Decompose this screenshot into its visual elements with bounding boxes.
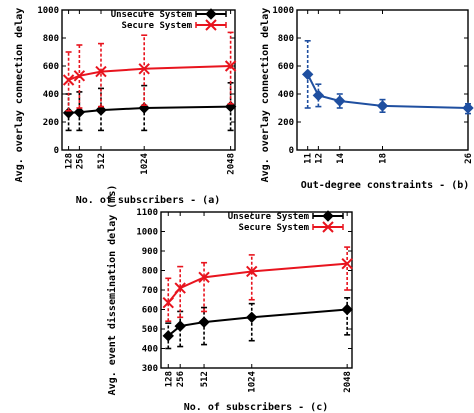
y-tick-label: 900 bbox=[142, 247, 158, 257]
data-point bbox=[462, 102, 474, 114]
x-tick-label: 128 bbox=[164, 371, 174, 387]
x-tick-label: 512 bbox=[97, 153, 107, 169]
legend-label: Secure System bbox=[239, 223, 310, 233]
x-tick-label: 256 bbox=[75, 153, 85, 169]
y-tick-label: 1000 bbox=[136, 228, 158, 238]
y-axis-label: Avg. event dissemination delay (ms) bbox=[106, 185, 118, 396]
x-tick-label: 2048 bbox=[227, 153, 237, 175]
y-tick-label: 1000 bbox=[37, 6, 59, 16]
data-point bbox=[95, 104, 107, 116]
series-line bbox=[68, 105, 231, 114]
data-point bbox=[95, 65, 107, 78]
data-point bbox=[162, 296, 174, 309]
legend-label: Unsecure System bbox=[111, 10, 193, 20]
x-tick-label: 512 bbox=[200, 371, 210, 387]
data-point bbox=[376, 100, 389, 112]
series-0 bbox=[301, 39, 474, 115]
x-tick-label: 11 bbox=[304, 153, 314, 164]
y-tick-label: 400 bbox=[142, 345, 158, 355]
y-tick-label: 1100 bbox=[136, 208, 158, 218]
legend-label: Unsecure System bbox=[228, 212, 310, 222]
series-0 bbox=[62, 82, 237, 132]
data-point bbox=[334, 95, 346, 107]
data-point bbox=[73, 106, 86, 118]
x-tick-label: 26 bbox=[464, 153, 474, 164]
x-axis-label: No. of subscribers - (c) bbox=[184, 401, 329, 413]
data-point bbox=[73, 70, 86, 82]
chart-panel-b: 0 200 400 600 800 1000 11 12 14 18 26 Out-degree co… bbox=[259, 0, 474, 191]
y-tick-label: 600 bbox=[278, 62, 294, 72]
series-1 bbox=[162, 246, 353, 323]
data-point bbox=[198, 271, 210, 284]
data-point bbox=[341, 303, 353, 316]
data-point bbox=[174, 282, 186, 294]
y-tick-label: 200 bbox=[43, 118, 59, 128]
chart-panel-a: 0 200 400 600 800 1000 128 256 512 1024 2048 No. of… bbox=[13, 0, 237, 206]
y-tick-label: 500 bbox=[142, 325, 158, 335]
y-tick-label: 700 bbox=[142, 286, 158, 296]
data-point bbox=[198, 316, 210, 328]
data-point bbox=[162, 330, 174, 342]
x-tick-label: 2048 bbox=[343, 371, 353, 393]
series-0 bbox=[162, 296, 353, 350]
x-tick-label: 1024 bbox=[140, 152, 150, 174]
y-tick-label: 0 bbox=[54, 146, 59, 156]
y-tick-label: 300 bbox=[142, 364, 158, 374]
x-axis-label: Out-degree constraints - (b) bbox=[301, 179, 470, 191]
legend-marker bbox=[322, 210, 334, 222]
y-axis-label: Avg. overlay connection delay (ms) bbox=[13, 0, 25, 182]
plot-frame bbox=[296, 9, 469, 151]
data-point bbox=[246, 265, 258, 278]
x-tick-label: 128 bbox=[65, 153, 75, 169]
x-tick-label: 18 bbox=[379, 153, 389, 164]
x-tick-label: 1024 bbox=[248, 370, 258, 392]
data-point bbox=[246, 311, 258, 324]
legend-marker bbox=[205, 8, 217, 20]
data-point bbox=[312, 89, 325, 102]
y-tick-label: 800 bbox=[43, 34, 59, 44]
y-tick-label: 600 bbox=[43, 62, 59, 72]
x-tick-label: 256 bbox=[176, 371, 186, 387]
y-tick-label: 800 bbox=[142, 267, 158, 277]
legend-marker bbox=[205, 19, 217, 31]
y-tick-label: 200 bbox=[278, 118, 294, 128]
data-point bbox=[62, 74, 75, 86]
x-tick-label: 12 bbox=[314, 153, 324, 164]
y-tick-label: 400 bbox=[278, 90, 294, 100]
y-tick-label: 1000 bbox=[272, 6, 294, 16]
legend-marker bbox=[322, 221, 334, 233]
data-point bbox=[301, 68, 314, 81]
data-point bbox=[341, 257, 353, 270]
legend-label: Secure System bbox=[122, 21, 193, 31]
y-tick-label: 800 bbox=[278, 34, 294, 44]
data-point bbox=[174, 320, 186, 332]
plot-frame bbox=[61, 9, 236, 151]
series-line bbox=[306, 73, 469, 109]
x-axis-label: No. of subscribers - (a) bbox=[76, 194, 221, 206]
x-tick-label: 14 bbox=[336, 152, 346, 163]
y-tick-label: 600 bbox=[142, 306, 158, 316]
data-point bbox=[224, 60, 237, 72]
y-tick-label: 0 bbox=[289, 146, 294, 156]
series-line bbox=[167, 262, 348, 304]
chart-panel-c: 300 400 500 600 700 800 900 1000 1100 128 256 512 10… bbox=[106, 185, 353, 413]
series-line bbox=[167, 308, 348, 337]
y-tick-label: 400 bbox=[43, 90, 59, 100]
series-1 bbox=[62, 31, 237, 112]
data-point bbox=[138, 63, 150, 75]
plot-frame bbox=[160, 211, 353, 369]
y-axis-label: Avg. overlay connection delay (ms) bbox=[259, 0, 271, 182]
